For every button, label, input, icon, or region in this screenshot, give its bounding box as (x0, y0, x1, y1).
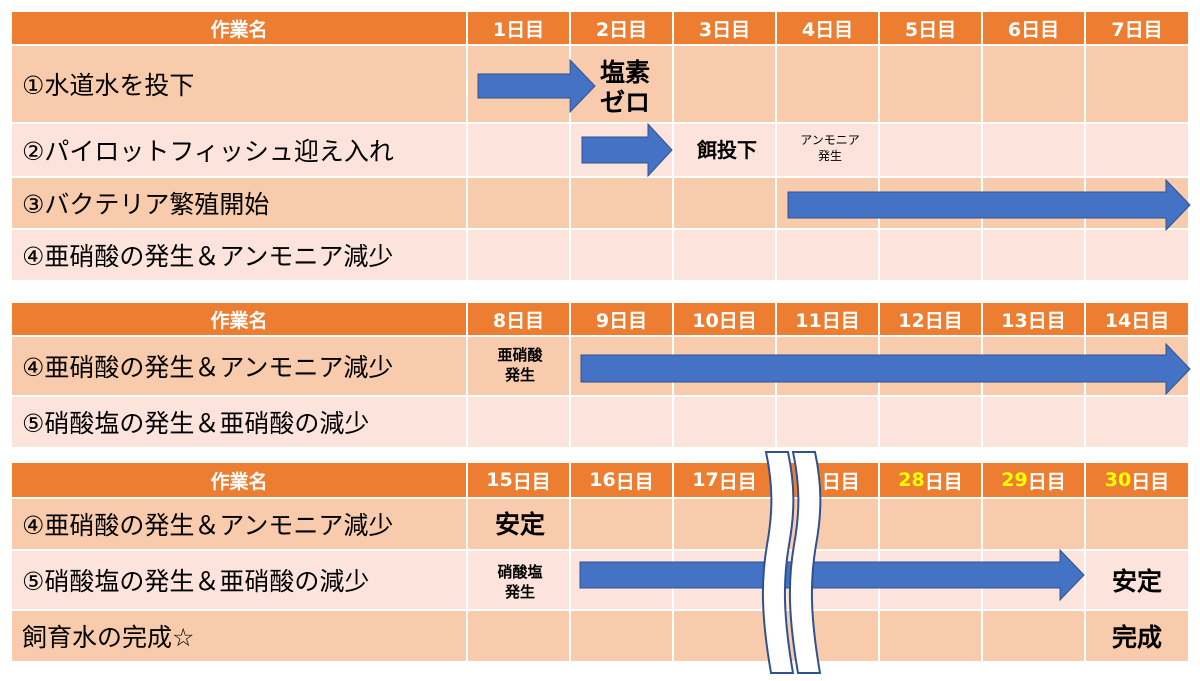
note-complete: 完成 (1111, 623, 1162, 652)
day-header: 13日目 (983, 303, 1086, 337)
task-name-header: 作業名 (12, 303, 468, 337)
header-row: 作業名 15 日目 16 日目 17 日目 18 日目 28 日目 29 日目 30 日目 (12, 463, 1188, 499)
day-header: 29 日目 (983, 463, 1086, 499)
task-row: ②パイロットフィッシュ迎え入れ (12, 124, 1188, 178)
note-feed-drop: 餌投下 (697, 138, 757, 162)
day-header: 11日目 (777, 303, 880, 337)
task-row: ④亜硝酸の発生＆アンモニア減少 (12, 499, 1188, 551)
day-header: 15 日目 (468, 463, 571, 499)
note-nitrate-occurs: 硝酸塩 発生 (497, 563, 543, 601)
schedule-table-final: 作業名 15 日目 16 日目 17 日目 18 日目 28 日目 29 日目 30 日目 ④… (12, 463, 1188, 663)
task-row: ④亜硝酸の発生＆アンモニア減少 (12, 337, 1188, 397)
day-header: 18 日目 (777, 463, 880, 499)
note-nitrite-occurs: 亜硝酸 発生 (497, 346, 543, 384)
note-stable-1: 安定 (494, 510, 545, 539)
header-row: 作業名 8日目 9日目 10日目 11日目 12日目 13日目 14日目 (12, 303, 1188, 337)
task-label: ⑤硝酸塩の発生＆亜硝酸の減少 (12, 397, 468, 449)
task-label: 飼育水の完成☆ (12, 611, 468, 663)
task-label: ②パイロットフィッシュ迎え入れ (12, 124, 468, 178)
schedule-table-week1: 作業名 1日目 2日目 3日目 4日目 5日目 6日目 7日目 ①水道水を投下 … (12, 12, 1188, 282)
day-header: 14日目 (1086, 303, 1188, 337)
task-label: ④亜硝酸の発生＆アンモニア減少 (12, 499, 468, 551)
task-label: ③バクテリア繁殖開始 (12, 178, 468, 230)
task-row: ⑤硝酸塩の発生＆亜硝酸の減少 (12, 551, 1188, 611)
task-row: ⑤硝酸塩の発生＆亜硝酸の減少 (12, 397, 1188, 449)
task-label: ④亜硝酸の発生＆アンモニア減少 (12, 337, 468, 397)
task-label: ①水道水を投下 (12, 46, 468, 124)
day-header: 6日目 (983, 12, 1086, 46)
day-header: 4日目 (777, 12, 880, 46)
task-row: ③バクテリア繁殖開始 (12, 178, 1188, 230)
day-header: 8日目 (468, 303, 571, 337)
task-name-header: 作業名 (12, 12, 468, 46)
note-stable-2: 安定 (1111, 567, 1162, 596)
day-header: 17 日目 (674, 463, 777, 499)
day-header: 1日目 (468, 12, 571, 46)
schedule-table-week2: 作業名 8日目 9日目 10日目 11日目 12日目 13日目 14日目 ④亜硝… (12, 303, 1188, 449)
task-label: ④亜硝酸の発生＆アンモニア減少 (12, 230, 468, 282)
day-header: 9日目 (571, 303, 674, 337)
task-label: ⑤硝酸塩の発生＆亜硝酸の減少 (12, 551, 468, 611)
note-ammonia-occurs: アンモニア 発生 (800, 133, 860, 163)
day-header: 5日目 (880, 12, 983, 46)
day-header: 3日目 (674, 12, 777, 46)
day-header: 10日目 (674, 303, 777, 337)
day-header: 16 日目 (571, 463, 674, 499)
note-line: 塩素 ゼロ (599, 58, 650, 117)
day-header: 12日目 (880, 303, 983, 337)
task-row: 飼育水の完成☆ (12, 611, 1188, 663)
day-header: 30 日目 (1086, 463, 1188, 499)
day-header: 28 日目 (880, 463, 983, 499)
header-row: 作業名 1日目 2日目 3日目 4日目 5日目 6日目 7日目 (12, 12, 1188, 46)
note-chlorine-zero: 塩素 ゼロ (585, 58, 665, 118)
task-name-header: 作業名 (12, 463, 468, 499)
day-header: 7日目 (1086, 12, 1188, 46)
day-header: 2日目 (571, 12, 674, 46)
task-row: ④亜硝酸の発生＆アンモニア減少 (12, 230, 1188, 282)
